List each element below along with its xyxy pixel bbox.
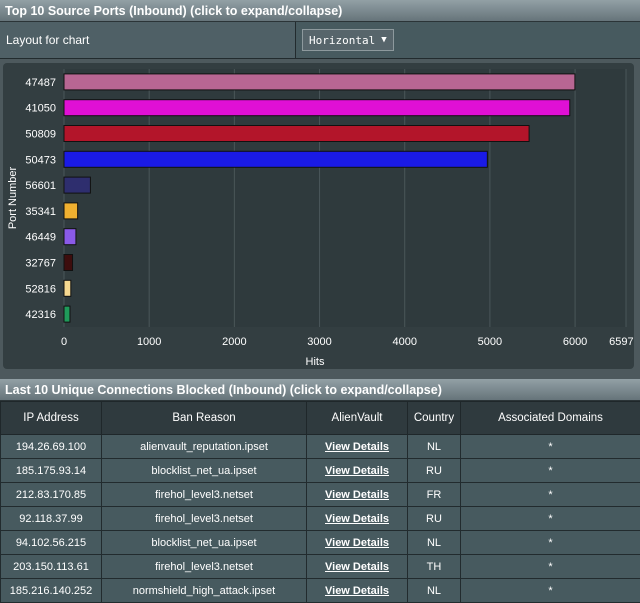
ip-address-cell: 92.118.37.99	[1, 507, 102, 531]
bar	[64, 100, 570, 116]
country-cell: NL	[408, 435, 461, 459]
x-tick-label: 2000	[222, 336, 246, 348]
alienvault-cell: View Details	[307, 459, 408, 483]
view-details-link[interactable]: View Details	[325, 513, 389, 525]
y-tick-label: 32767	[25, 258, 56, 270]
ports-chart: 0 1000 2000 3000 4000 5000 6000 6597.8 47487 4105…	[3, 63, 634, 369]
domains-cell: *	[461, 507, 640, 531]
column-header: IP Address	[1, 402, 102, 435]
view-details-link[interactable]: View Details	[325, 561, 389, 573]
country-cell: RU	[408, 507, 461, 531]
bar	[64, 306, 70, 322]
view-details-link[interactable]: View Details	[325, 441, 389, 453]
country-cell: TH	[408, 555, 461, 579]
x-axis-title: Hits	[306, 356, 325, 368]
layout-select-value: Horizontal	[309, 34, 375, 47]
bar	[64, 229, 76, 245]
x-tick-label: 4000	[392, 336, 416, 348]
bar	[64, 177, 90, 193]
column-header: Associated Domains	[461, 402, 640, 435]
alienvault-cell: View Details	[307, 483, 408, 507]
alienvault-cell: View Details	[307, 507, 408, 531]
layout-row: Layout for chart Horizontal ▼	[0, 22, 640, 59]
y-tick-label: 56601	[25, 180, 56, 192]
ports-chart-svg: 0 1000 2000 3000 4000 5000 6000 6597.8 47487 4105…	[3, 63, 634, 369]
ban-reason-cell: firehol_level3.netset	[102, 507, 307, 531]
blocked-panel-header[interactable]: Last 10 Unique Connections Blocked (Inbo…	[0, 379, 640, 401]
y-tick-label: 47487	[25, 77, 56, 89]
domains-cell: *	[461, 531, 640, 555]
x-tick-label: 3000	[307, 336, 331, 348]
ports-panel-header[interactable]: Top 10 Source Ports (Inbound) (click to …	[0, 0, 640, 22]
alienvault-cell: View Details	[307, 435, 408, 459]
domains-cell: *	[461, 459, 640, 483]
view-details-link[interactable]: View Details	[325, 537, 389, 549]
ban-reason-cell: firehol_level3.netset	[102, 483, 307, 507]
bar	[64, 255, 73, 271]
column-header: Country	[408, 402, 461, 435]
x-tick-label: 6597.8	[609, 336, 634, 348]
y-axis-title: Port Number	[7, 166, 19, 229]
ban-reason-cell: blocklist_net_ua.ipset	[102, 459, 307, 483]
column-header: AlienVault	[307, 402, 408, 435]
x-tick-label: 0	[61, 336, 67, 348]
ban-reason-cell: firehol_level3.netset	[102, 555, 307, 579]
bar	[64, 126, 529, 142]
ip-address-cell: 203.150.113.61	[1, 555, 102, 579]
x-tick-label: 6000	[563, 336, 587, 348]
column-header: Ban Reason	[102, 402, 307, 435]
x-tick-label: 1000	[137, 336, 161, 348]
y-tick-label: 50809	[25, 129, 56, 141]
country-cell: RU	[408, 459, 461, 483]
ip-address-cell: 194.26.69.100	[1, 435, 102, 459]
bar	[64, 74, 575, 90]
x-tick-label: 5000	[478, 336, 502, 348]
ip-address-cell: 212.83.170.85	[1, 483, 102, 507]
ban-reason-cell: alienvault_reputation.ipset	[102, 435, 307, 459]
y-tick-label: 46449	[25, 232, 56, 244]
domains-cell: *	[461, 483, 640, 507]
y-tick-label: 41050	[25, 103, 56, 115]
bar	[64, 151, 487, 167]
chevron-down-icon: ▼	[381, 35, 386, 45]
view-details-link[interactable]: View Details	[325, 465, 389, 477]
domains-cell: *	[461, 555, 640, 579]
alienvault-cell: View Details	[307, 555, 408, 579]
y-tick-label: 42316	[25, 309, 56, 321]
country-cell: NL	[408, 531, 461, 555]
ip-address-cell: 94.102.56.215	[1, 531, 102, 555]
bar	[64, 280, 71, 296]
ban-reason-cell: blocklist_net_ua.ipset	[102, 531, 307, 555]
domains-cell: *	[461, 435, 640, 459]
view-details-link[interactable]: View Details	[325, 489, 389, 501]
y-tick-label: 35341	[25, 206, 56, 218]
layout-select[interactable]: Horizontal ▼	[302, 29, 394, 51]
y-tick-label: 52816	[25, 283, 56, 295]
layout-label: Layout for chart	[0, 22, 296, 58]
bar	[64, 203, 78, 219]
ip-address-cell: 185.175.93.14	[1, 459, 102, 483]
alienvault-cell: View Details	[307, 531, 408, 555]
y-tick-label: 50473	[25, 154, 56, 166]
country-cell: FR	[408, 483, 461, 507]
